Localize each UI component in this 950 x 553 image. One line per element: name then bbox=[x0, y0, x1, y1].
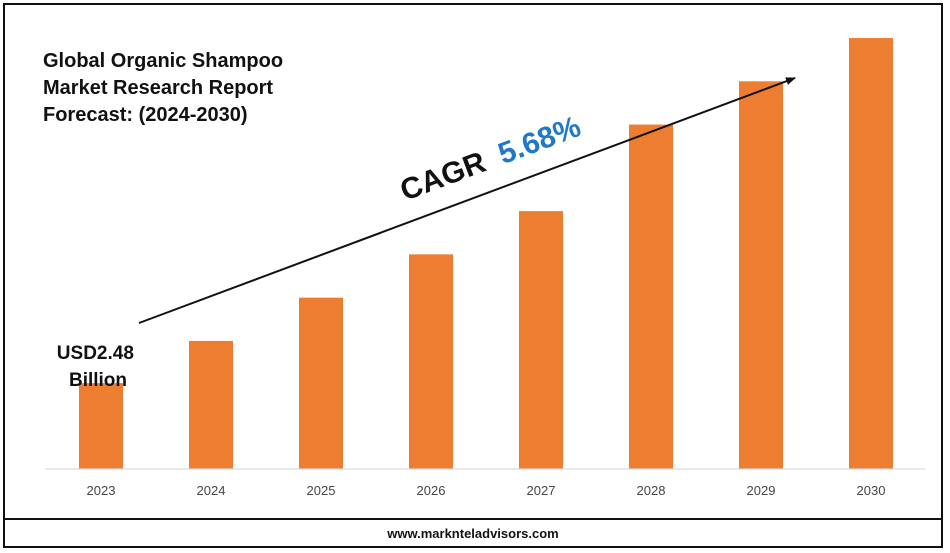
x-tick-2029: 2029 bbox=[747, 483, 776, 498]
x-tick-2027: 2027 bbox=[527, 483, 556, 498]
bar-2025 bbox=[299, 297, 343, 469]
x-tick-2028: 2028 bbox=[637, 483, 666, 498]
bar-chart: 2023 2024 2025 2026 2027 2028 2029 2030 CAGR 5.… bbox=[45, 38, 925, 498]
bar-2030 bbox=[849, 38, 893, 470]
cagr-label: CAGR bbox=[396, 146, 491, 208]
x-tick-2030: 2030 bbox=[857, 483, 886, 498]
x-tick-2024: 2024 bbox=[197, 483, 226, 498]
cagr-annotation: CAGR 5.68% bbox=[396, 110, 585, 207]
x-tick-2025: 2025 bbox=[307, 483, 336, 498]
footer-website: www.marknteladvisors.com bbox=[3, 518, 943, 548]
first-value-line-2: Billion bbox=[69, 370, 127, 391]
x-tick-2026: 2026 bbox=[417, 483, 446, 498]
first-value-label: USD2.48 Billion bbox=[57, 343, 139, 391]
x-axis-ticks: 2023 2024 2025 2026 2027 2028 2029 2030 bbox=[87, 483, 886, 498]
title-line-3: Forecast: (2024-2030) bbox=[43, 104, 248, 126]
bar-2026 bbox=[409, 254, 453, 469]
chart-frame bbox=[3, 3, 943, 548]
bar-2024 bbox=[189, 340, 233, 469]
bar-2028 bbox=[629, 124, 673, 470]
title-line-1: Global Organic Shampoo bbox=[43, 50, 284, 72]
bar-2023 bbox=[79, 383, 123, 469]
bar-2027 bbox=[519, 211, 563, 469]
x-tick-2023: 2023 bbox=[87, 483, 116, 498]
title-line-2: Market Research Report bbox=[43, 77, 274, 99]
trend-arrow bbox=[138, 77, 796, 324]
chart-title: Global Organic Shampoo Market Research R… bbox=[43, 48, 363, 129]
bar-2029 bbox=[739, 81, 783, 470]
first-value-line-1: USD2.48 bbox=[57, 343, 134, 364]
bar-series bbox=[79, 38, 893, 470]
